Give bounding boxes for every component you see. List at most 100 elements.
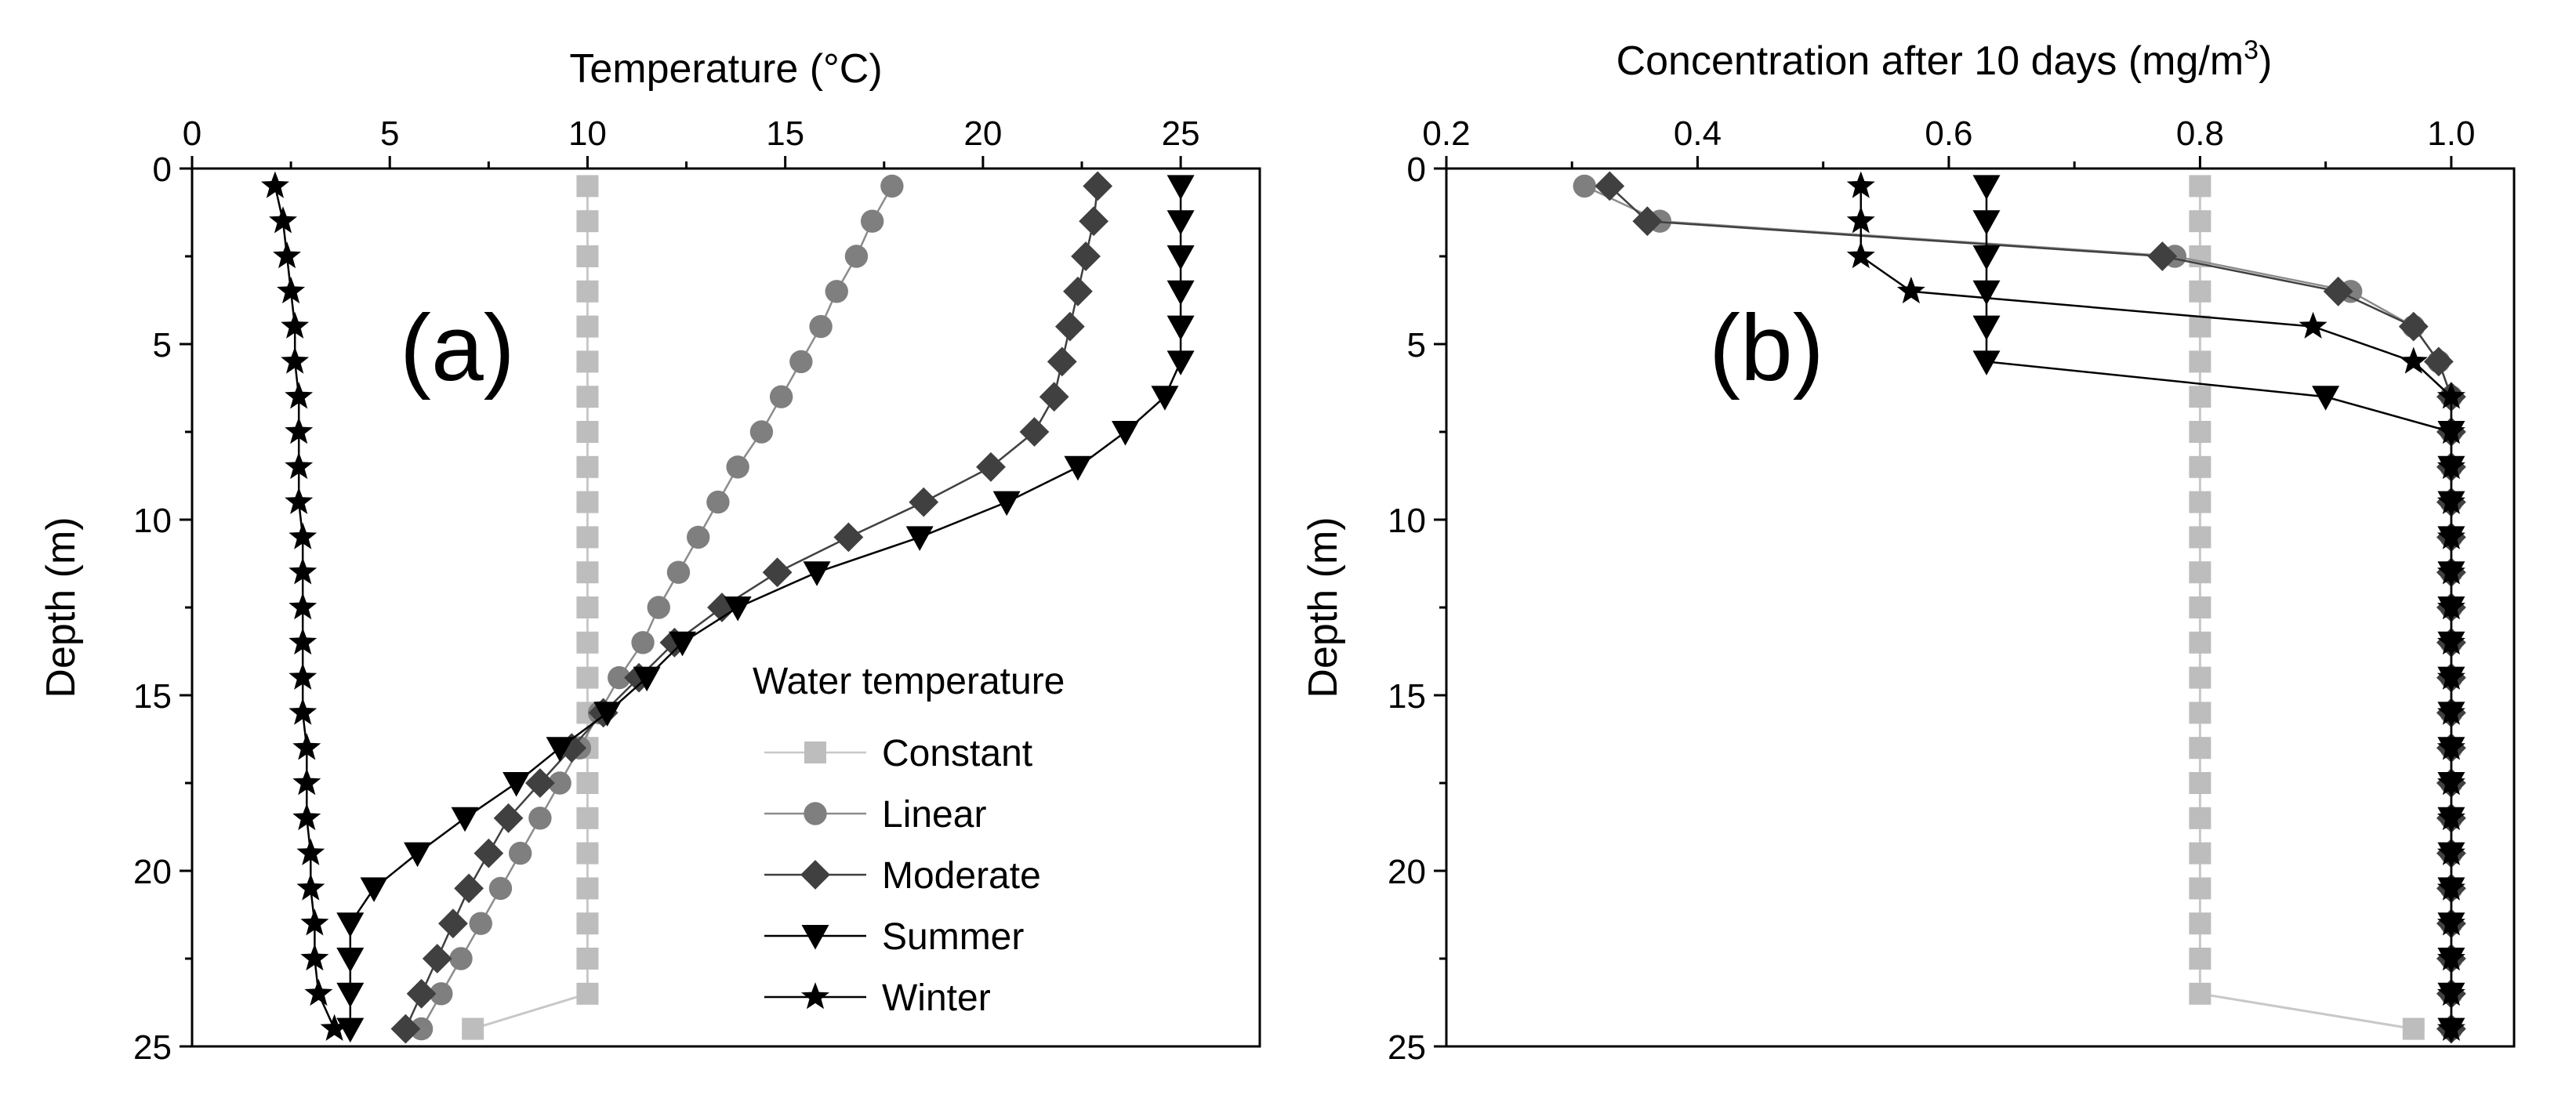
panel-a-y-tick-label: 15	[133, 677, 172, 716]
panel-b-point-summer	[1972, 315, 2001, 341]
panel-b-point-summer	[1972, 350, 2001, 375]
panel-a-point-constant	[576, 842, 599, 865]
panel-a-point-moderate	[454, 873, 484, 904]
panel-a-point-summer	[633, 666, 661, 692]
legend-entry-summer: Summer	[764, 916, 1024, 958]
panel-a-point-linear	[769, 385, 793, 408]
panel-b-point-summer	[2312, 386, 2340, 411]
panel-a-point-constant	[576, 631, 599, 654]
panel-a-y-tick-label: 10	[133, 502, 172, 540]
panel-a-point-summer	[1166, 350, 1195, 375]
panel-a-point-linear	[631, 631, 655, 654]
panel-a-point-constant	[576, 877, 599, 900]
panel-b-point-winter	[2436, 733, 2465, 760]
panel-a-point-constant	[576, 596, 599, 618]
panel-a-y-tick-label: 25	[133, 1028, 172, 1067]
panel-b-x-tick-label: 0.8	[2176, 114, 2224, 153]
panel-a-point-summer	[1166, 245, 1195, 270]
panel-b-ticks: 0.2 0.4 0.6 0.8 1.0 0 5 10 15 20 25	[1388, 114, 2475, 1067]
panel-b-point-winter	[2436, 662, 2465, 690]
panel-a-series-constant	[462, 175, 599, 1040]
panel-a-point-summer	[503, 772, 531, 797]
panel-a-point-winter	[300, 908, 329, 936]
panel-a-point-linear	[825, 280, 848, 303]
panel-b-y-tick-label: 25	[1388, 1028, 1426, 1067]
legend-symbol-winter	[801, 982, 829, 1010]
panel-a-point-moderate	[422, 944, 452, 974]
panel-a-point-moderate	[1054, 311, 1085, 342]
panel-b-point-constant	[2189, 526, 2211, 549]
panel-b-point-winter	[2436, 382, 2465, 409]
panel-b-point-constant	[2189, 807, 2211, 829]
legend-entry-linear: Linear	[764, 794, 986, 836]
panel-a-point-moderate	[493, 803, 524, 833]
legend-entry-winter: Winter	[764, 977, 991, 1019]
panel-b-point-winter	[2436, 593, 2465, 620]
panel-b-point-moderate	[2147, 241, 2178, 271]
panel-a-point-summer	[669, 631, 697, 657]
panel-a-point-winter	[304, 978, 333, 1006]
legend-marker-winter	[764, 982, 866, 1010]
panel-a-x-tick-label: 10	[568, 114, 607, 153]
panel-a-y-tick-label: 20	[133, 853, 172, 891]
panel-b-point-winter	[2436, 908, 2465, 936]
panel-b-point-winter	[2436, 487, 2465, 514]
legend-title: Water temperature	[753, 661, 1065, 702]
panel-b: 0.2 0.4 0.6 0.8 1.0 0 5 10 15 20 25 Concentration …	[1301, 35, 2516, 1067]
legend-label-summer: Summer	[882, 916, 1024, 958]
panel-a-point-moderate	[762, 557, 793, 588]
panel-a-point-constant	[576, 772, 599, 794]
panel-a-point-linear	[749, 420, 774, 444]
panel-a-point-moderate	[438, 908, 468, 939]
panel-b-point-winter	[2436, 838, 2465, 865]
panel-a-point-moderate	[525, 768, 555, 798]
panel-a-point-summer	[593, 702, 622, 727]
panel-a-point-winter	[288, 662, 317, 690]
panel-b-x-tick-label: 0.6	[1925, 114, 1972, 153]
panel-b-point-linear	[1573, 174, 1596, 198]
panel-b-point-constant	[2189, 561, 2211, 584]
panel-a-point-summer	[1166, 210, 1195, 235]
panel-b-point-constant	[2189, 491, 2211, 513]
legend-label-winter: Winter	[882, 977, 991, 1019]
panel-a-label: (a)	[400, 296, 515, 401]
panel-a-point-moderate	[1083, 171, 1113, 201]
panel-a-point-winter	[281, 311, 310, 339]
panel-a-point-moderate	[1019, 417, 1050, 447]
panel-a-point-constant	[576, 455, 599, 478]
panel-a-point-winter	[273, 241, 301, 269]
panel-a-point-summer	[360, 877, 388, 902]
panel-a-point-summer	[1166, 175, 1195, 200]
panel-a-point-constant	[576, 386, 599, 408]
panel-a-point-winter	[261, 171, 289, 198]
panel-a-point-winter	[269, 206, 297, 234]
panel-a-point-constant	[576, 315, 599, 338]
panel-a-point-linear	[608, 665, 631, 690]
panel-a-point-constant	[576, 912, 599, 935]
panel-a-point-moderate	[1079, 206, 1109, 237]
panel-a-point-moderate	[406, 978, 437, 1009]
panel-b-point-winter	[1846, 171, 1875, 198]
legend-marker-moderate	[764, 860, 866, 890]
panel-b-point-constant	[2189, 455, 2211, 478]
panel-a-series	[261, 171, 1195, 1044]
panel-b-point-constant	[2189, 280, 2211, 303]
panel-a-point-winter	[288, 522, 317, 549]
panel-a-point-linear	[409, 1017, 434, 1041]
panel-a-point-summer	[803, 561, 831, 586]
panel-a-point-winter	[292, 803, 321, 831]
panel-a-y-tick-label: 5	[153, 326, 172, 364]
panel-a-point-constant	[462, 1017, 484, 1040]
panel-a-x-axis-title: Temperature (°C)	[569, 46, 882, 92]
panel-a-point-winter	[292, 768, 321, 796]
panel-a-point-winter	[288, 698, 317, 725]
panel-a-point-constant	[576, 526, 599, 549]
panel-b-point-constant	[2189, 315, 2211, 338]
panel-a-point-summer	[1166, 280, 1195, 306]
panel-a-point-moderate	[1071, 241, 1101, 271]
panel-b-point-constant	[2189, 772, 2211, 794]
panel-b-point-winter	[2436, 1013, 2465, 1041]
panel-a-series-winter	[261, 171, 349, 1041]
panel-b-point-winter	[2436, 978, 2465, 1006]
